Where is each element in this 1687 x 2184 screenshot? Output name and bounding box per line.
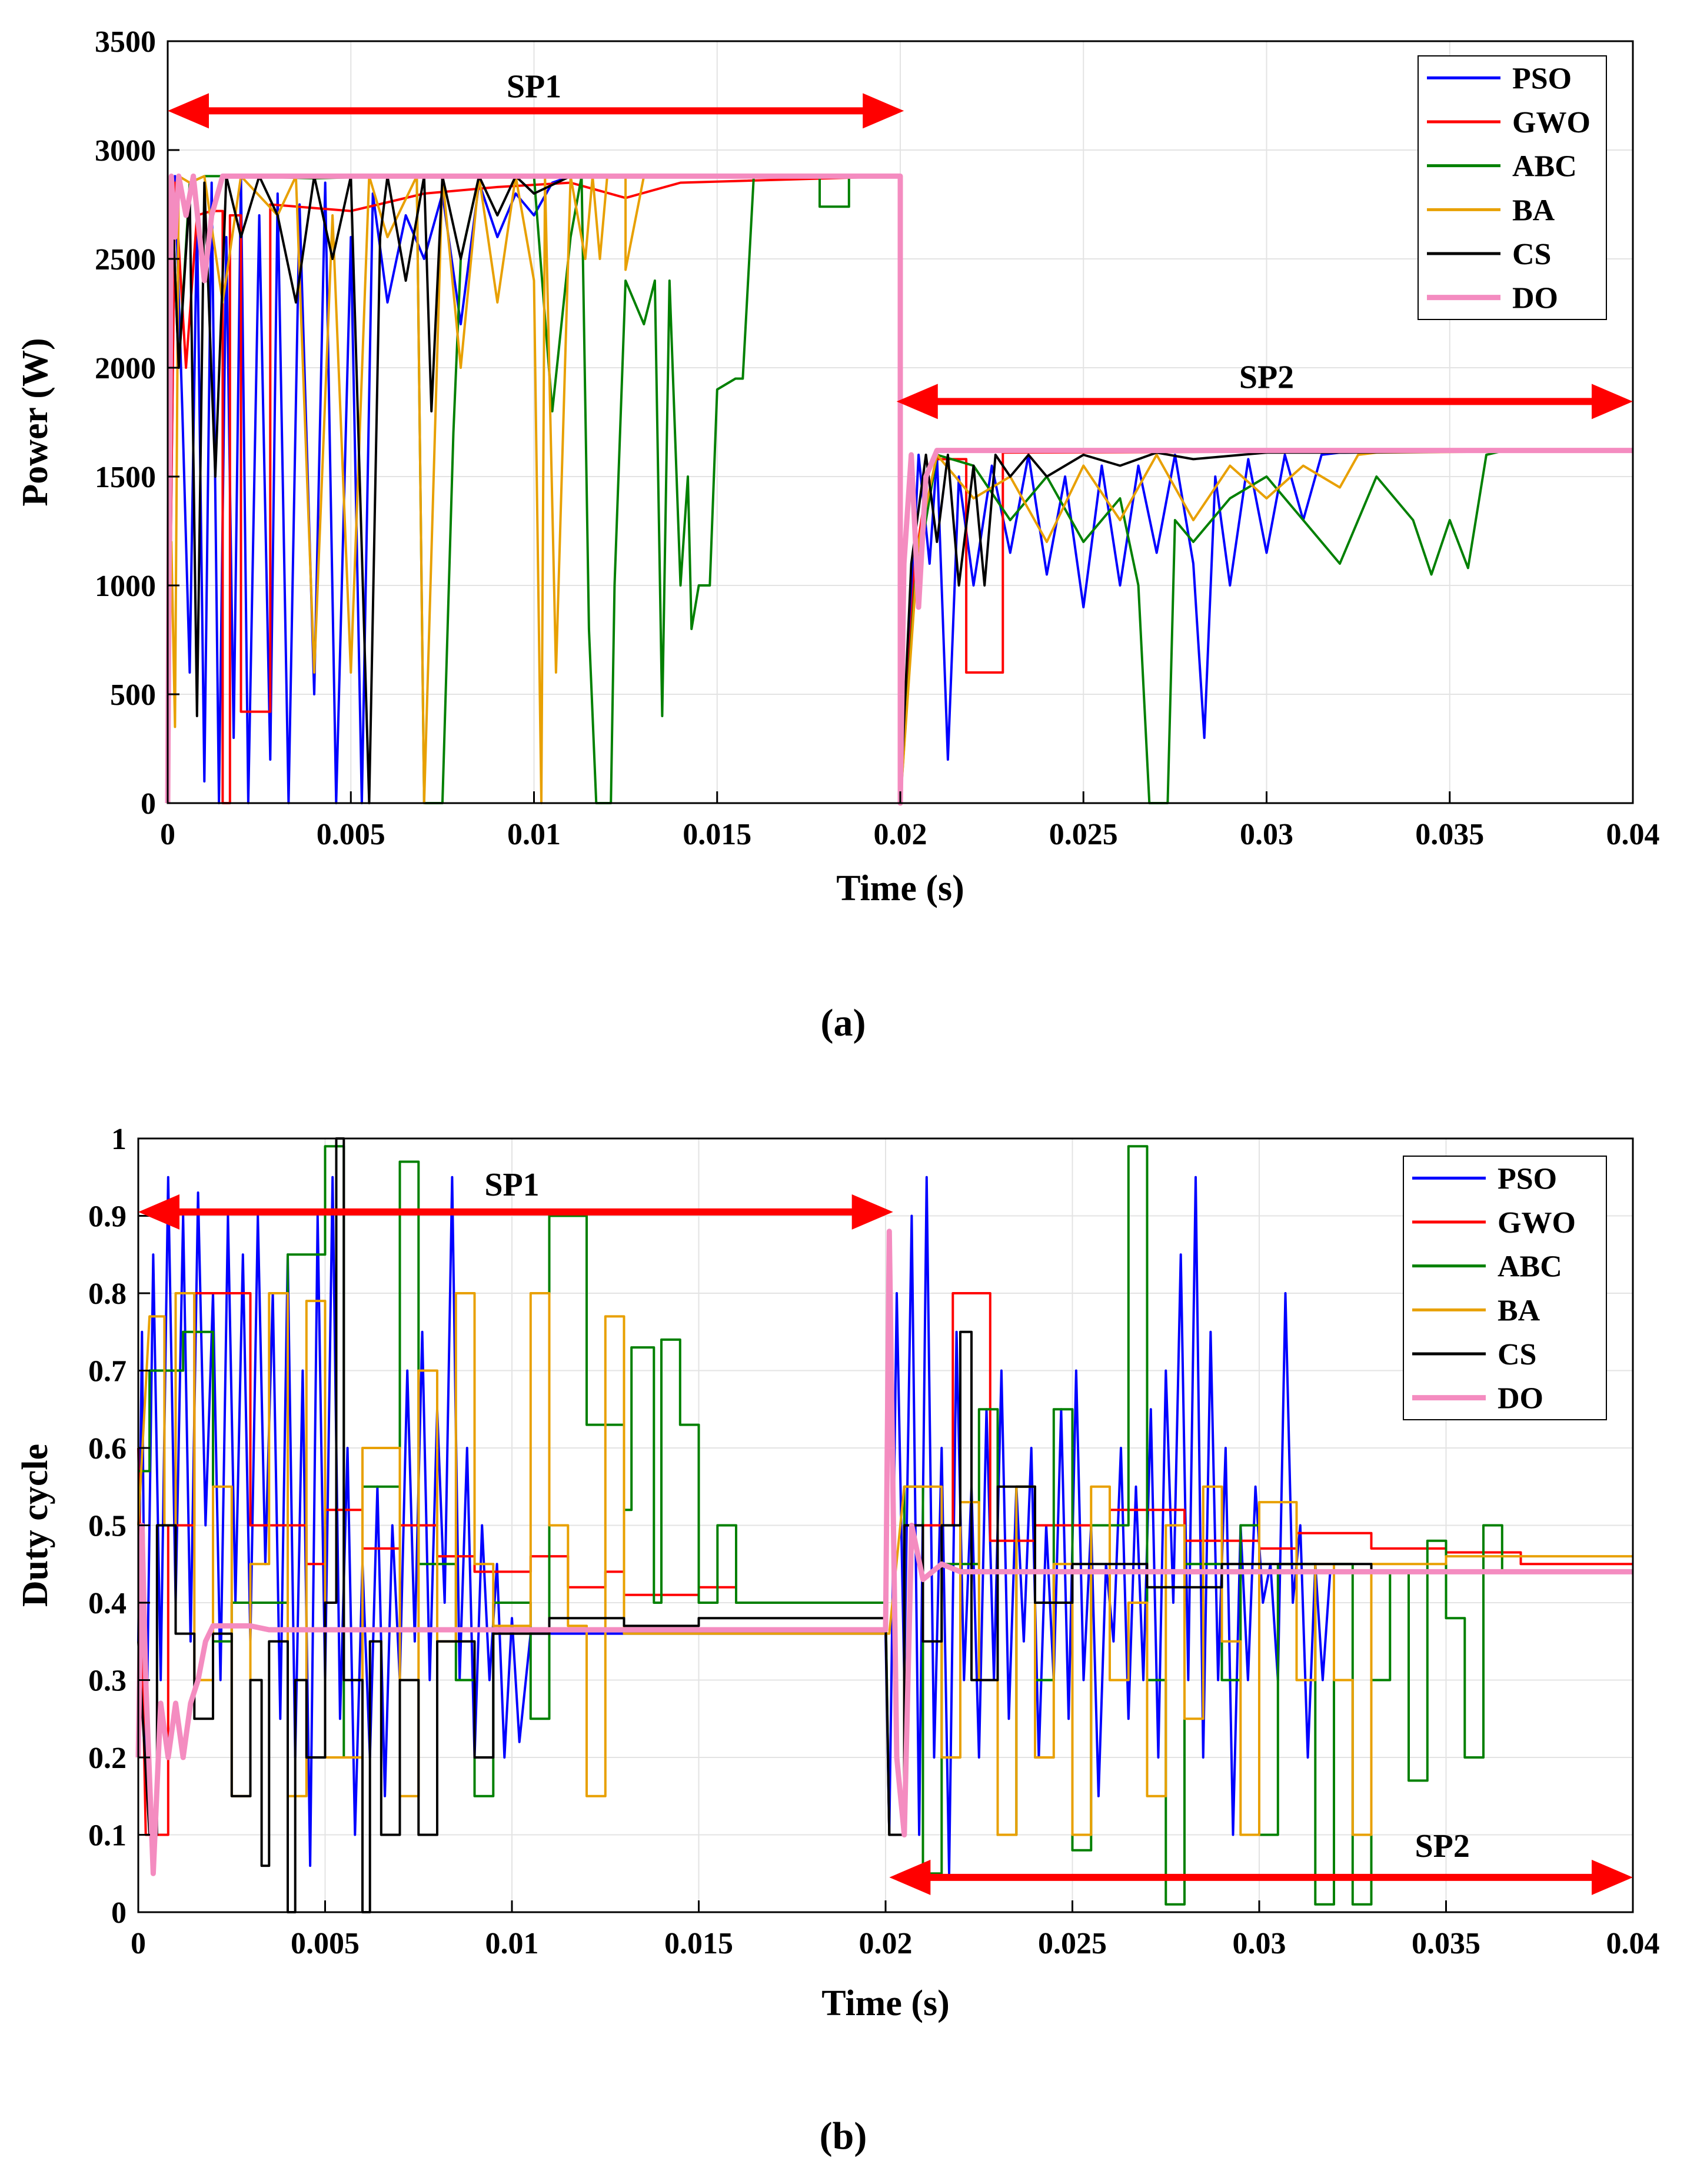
series-line-do: [165, 173, 1633, 806]
y-tick-label: 0.9: [88, 1200, 127, 1234]
arrow-head-right: [1592, 384, 1633, 420]
legend: PSO GWO ABC BA CS DO: [1418, 55, 1607, 320]
x-tick-label: 0.01: [507, 818, 561, 851]
legend-label-gwo: GWO: [1512, 106, 1590, 139]
y-tick-label: 0.1: [88, 1819, 127, 1853]
legend: PSO GWO ABC BA CS DO: [1403, 1156, 1607, 1420]
chart-duty-cycle: 0 0.005 0.01 0.015 0.02 0.025 0.03 0.035 0.04 0 0.…: [15, 1123, 1660, 2158]
y-tick-label: 0.5: [88, 1510, 127, 1543]
legend-label-ba: BA: [1498, 1294, 1540, 1327]
y-tick-label: 1000: [95, 570, 156, 603]
arrow-head-left: [889, 1859, 931, 1895]
x-tick-label: 0.01: [485, 1927, 539, 1960]
series-line-abc: [167, 175, 1633, 804]
x-tick-label: 0.015: [664, 1927, 733, 1960]
legend-label-ba: BA: [1512, 194, 1555, 227]
series-line-ba: [137, 1292, 1633, 1836]
series-group: [135, 1137, 1633, 1913]
x-tick-label: 0.025: [1038, 1927, 1107, 1960]
legend-label-do: DO: [1512, 282, 1558, 315]
panel-label: (a): [821, 1001, 866, 1044]
x-tick-label: 0.03: [1233, 1927, 1286, 1960]
y-tick-label: 0.8: [88, 1277, 127, 1311]
y-axis-label: Duty cycle: [15, 1444, 55, 1607]
x-tick-label: 0.04: [1606, 1927, 1660, 1960]
y-tick-label: 3500: [95, 25, 156, 59]
y-tick-label: 0.4: [88, 1587, 127, 1620]
annotation-label: SP2: [1415, 1828, 1469, 1865]
arrow-head-right: [851, 1194, 893, 1230]
y-tick-label: 0: [111, 1896, 127, 1930]
x-tick-label: 0.04: [1606, 818, 1660, 851]
y-tick-label: 0.3: [88, 1664, 127, 1698]
legend-box: [1403, 1156, 1607, 1420]
tick-labels: 0 0.005 0.01 0.015 0.02 0.025 0.03 0.035 0.04 0 50…: [95, 25, 1660, 851]
x-tick-label: 0.015: [683, 818, 751, 851]
annotations: SP1 SP2: [138, 1167, 1633, 1895]
x-tick-label: 0.005: [317, 818, 385, 851]
tick-labels: 0 0.005 0.01 0.015 0.02 0.025 0.03 0.035 0.04 0 0.…: [88, 1123, 1660, 1960]
series-group: [165, 173, 1633, 806]
legend-label-cs: CS: [1498, 1338, 1536, 1371]
annotations: SP1 SP2: [168, 69, 1633, 420]
legend-label-pso: PSO: [1512, 62, 1572, 95]
x-tick-label: 0.02: [874, 818, 927, 851]
legend-label-cs: CS: [1512, 238, 1551, 271]
legend-label-gwo: GWO: [1498, 1206, 1576, 1240]
series-line-cs: [137, 1137, 1633, 1913]
arrow-head-right: [1592, 1859, 1633, 1895]
y-tick-label: 2000: [95, 352, 156, 385]
x-tick-label: 0: [160, 818, 175, 851]
panel-label: (b): [820, 2115, 867, 2158]
x-tick-label: 0.025: [1049, 818, 1118, 851]
x-tick-label: 0.035: [1412, 1927, 1480, 1960]
legend-label-abc: ABC: [1498, 1250, 1562, 1284]
x-tick-label: 0.02: [859, 1927, 913, 1960]
y-axis-label: Power (W): [15, 338, 55, 506]
x-axis-label: Time (s): [821, 1983, 950, 2023]
x-tick-label: 0.005: [291, 1927, 360, 1960]
y-tick-label: 0.7: [88, 1355, 127, 1389]
x-axis-label: Time (s): [836, 868, 964, 908]
series-line-do: [135, 1228, 1633, 1876]
y-tick-label: 0: [141, 787, 156, 821]
annotation-label: SP1: [507, 69, 561, 105]
y-tick-label: 2500: [95, 243, 156, 277]
series-line-cs: [167, 175, 1633, 804]
arrow-head-left: [168, 93, 209, 129]
arrow-head-left: [138, 1194, 179, 1230]
x-tick-label: 0.03: [1240, 818, 1293, 851]
y-tick-label: 500: [110, 678, 156, 712]
legend-label-do: DO: [1498, 1382, 1543, 1416]
annotation-label: SP2: [1239, 359, 1294, 396]
legend-label-abc: ABC: [1512, 150, 1577, 184]
y-tick-label: 0.2: [88, 1742, 127, 1775]
chart-power: 0 0.005 0.01 0.015 0.02 0.025 0.03 0.035 0.04 0 50…: [15, 25, 1660, 1044]
arrow-head-left: [896, 384, 938, 420]
x-tick-label: 0.035: [1415, 818, 1484, 851]
legend-label-pso: PSO: [1498, 1162, 1557, 1196]
x-tick-label: 0: [131, 1927, 146, 1960]
annotation-label: SP1: [484, 1167, 539, 1203]
y-tick-label: 1500: [95, 461, 156, 494]
y-tick-label: 3000: [95, 134, 156, 168]
legend-box: [1418, 55, 1607, 320]
y-tick-label: 0.6: [88, 1432, 127, 1466]
series-line-pso: [137, 1176, 1633, 1875]
y-tick-label: 1: [111, 1123, 127, 1156]
arrow-head-right: [863, 93, 904, 129]
